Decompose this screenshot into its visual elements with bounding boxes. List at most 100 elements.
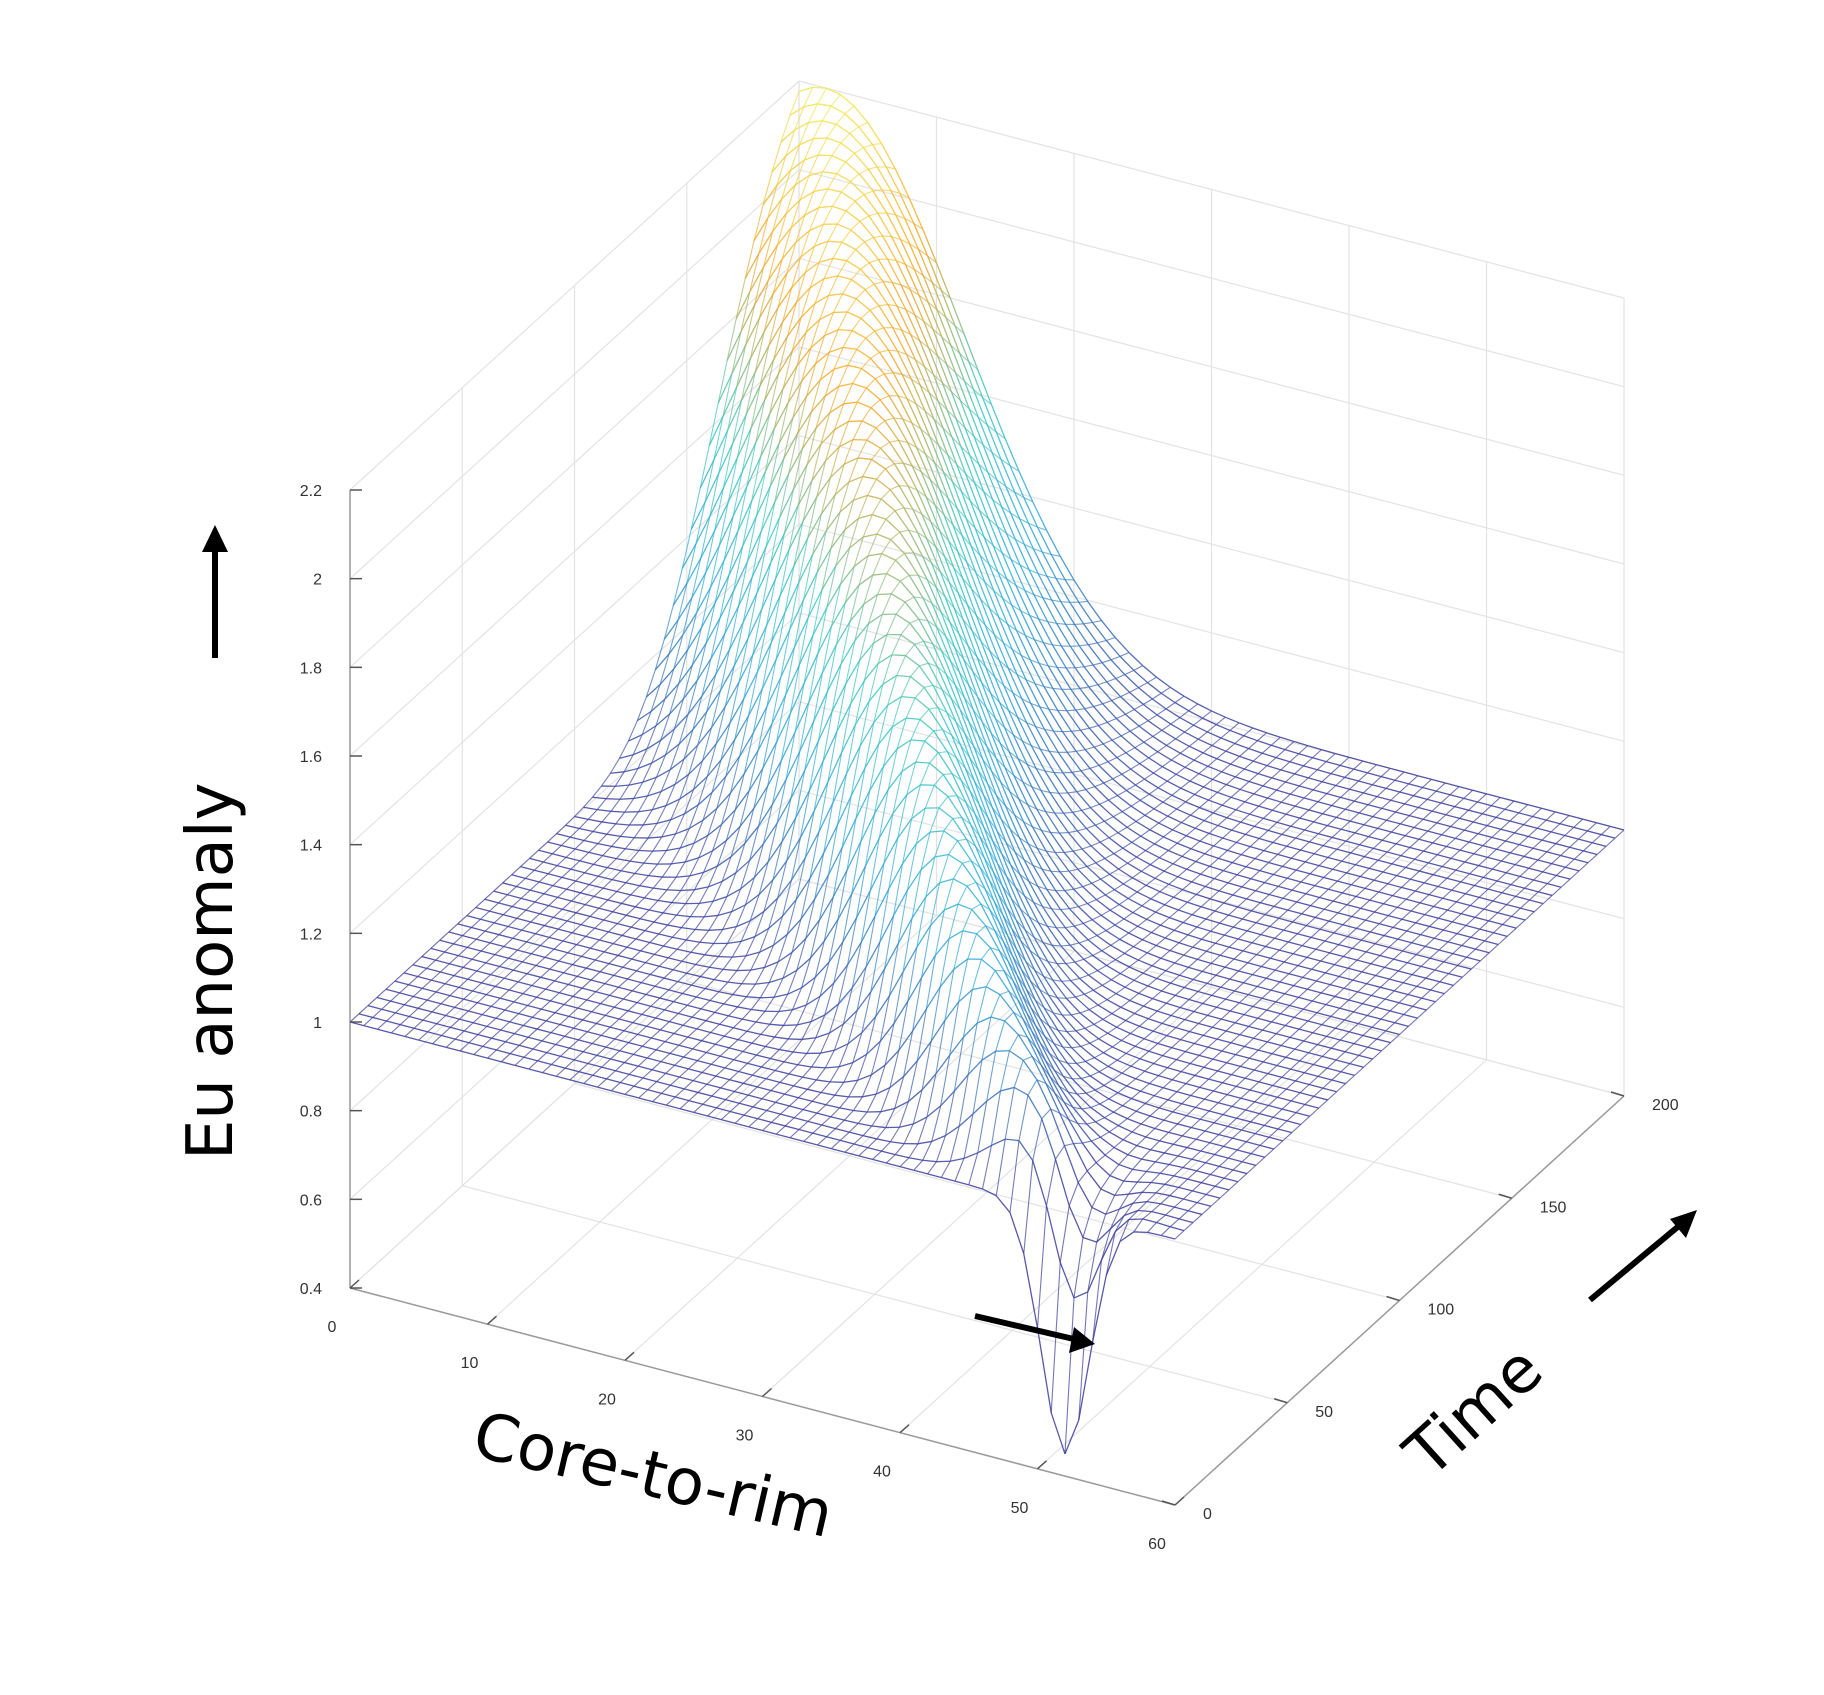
mesh-segment [611,1090,626,1095]
mesh-segment [692,1048,707,1054]
mesh-segment [1178,909,1193,916]
mesh-segment [710,618,721,659]
mesh-segment [1135,784,1150,795]
mesh-segment [1394,990,1409,996]
mesh-segment [841,724,856,753]
mesh-segment [1040,748,1050,752]
mesh-segment [1349,1031,1364,1037]
mesh-segment [1143,1005,1158,1012]
mesh-segment [626,906,636,916]
mesh-segment [933,729,943,732]
mesh-segment [1097,725,1113,741]
mesh-segment [1380,986,1395,992]
mesh-segment [591,1011,606,1017]
mesh-segment [774,1036,789,1040]
mesh-segment [1243,760,1254,770]
mesh-segment [1215,974,1230,980]
mesh-segment [1085,828,1101,843]
mesh-segment [934,462,944,473]
mesh-segment [932,328,943,338]
mesh-segment [1249,1057,1264,1063]
mesh-segment [534,869,549,875]
mesh-segment [427,1023,438,1033]
mesh-segment [699,445,710,489]
mesh-segment [1470,936,1485,942]
mesh-segment [821,1116,832,1126]
mesh-segment [1258,1081,1273,1087]
mesh-segment [1331,804,1346,810]
mesh-segment [904,596,915,603]
mesh-segment [1001,853,1012,866]
mesh-segment [1291,857,1306,863]
mesh-segment [895,1153,910,1159]
mesh-segment [758,293,774,319]
mesh-segment [1108,799,1123,813]
mesh-segment [567,975,578,985]
mesh-segment [1269,925,1284,931]
mesh-segment [1043,642,1053,646]
mesh-segment [1191,1158,1206,1164]
mesh-segment [1156,676,1171,688]
mesh-segment [761,1090,772,1100]
mesh-segment [480,942,491,952]
mesh-segment [632,1021,647,1027]
mesh-segment [895,553,905,561]
mesh-segment [977,770,993,808]
mesh-segment [459,1042,470,1052]
mesh-segment [1390,799,1405,805]
mesh-segment [1021,698,1037,727]
mesh-segment [1317,769,1332,775]
mesh-segment [682,984,692,994]
mesh-segment [1194,793,1209,801]
mesh-segment [1224,966,1239,972]
mesh-segment [511,874,526,880]
mesh-segment [975,615,991,652]
mesh-segment [1431,778,1446,784]
mesh-segment [1514,832,1529,838]
mesh-segment [857,495,868,519]
mesh-segment [1289,1004,1304,1010]
mesh-segment [672,960,683,971]
mesh-segment [1163,829,1173,838]
mesh-segment [734,1114,745,1124]
mesh-segment [1023,496,1033,503]
mesh-segment [802,554,813,600]
mesh-segment [521,953,532,963]
mesh-segment [1050,870,1066,891]
mesh-segment [709,545,720,588]
mesh-segment [1080,727,1090,731]
mesh-segment [1359,844,1374,850]
mesh-segment [891,236,906,265]
mesh-segment [1297,933,1312,939]
mesh-segment [934,853,949,858]
mesh-segment [661,833,676,838]
mesh-segment [1188,710,1203,719]
mesh-segment [1320,960,1335,966]
mesh-segment [857,1111,868,1124]
mesh-segment [1282,897,1297,903]
mesh-segment [1213,1122,1228,1128]
mesh-segment [953,1074,969,1092]
mesh-segment [491,1037,506,1043]
mesh-segment [1000,818,1016,853]
mesh-segment [665,798,681,807]
mesh-segment [1015,919,1031,951]
mesh-segment [900,284,911,290]
mesh-segment [752,1098,763,1108]
mesh-segment [503,914,518,919]
mesh-segment [638,1089,649,1099]
mesh-segment [590,971,601,981]
mesh-segment [1459,849,1475,855]
mesh-segment [843,1062,854,1083]
mesh-segment [1351,884,1366,889]
mesh-segment [793,537,809,567]
mesh-segment [1012,734,1028,765]
mesh-segment [1060,601,1070,603]
mesh-segment [445,1038,456,1048]
mesh-segment [1345,808,1360,814]
mesh-segment [377,1020,387,1030]
mesh-segment [755,967,765,985]
mesh-segment [824,329,839,337]
mesh-segment [902,918,913,973]
mesh-segment [1051,908,1061,911]
